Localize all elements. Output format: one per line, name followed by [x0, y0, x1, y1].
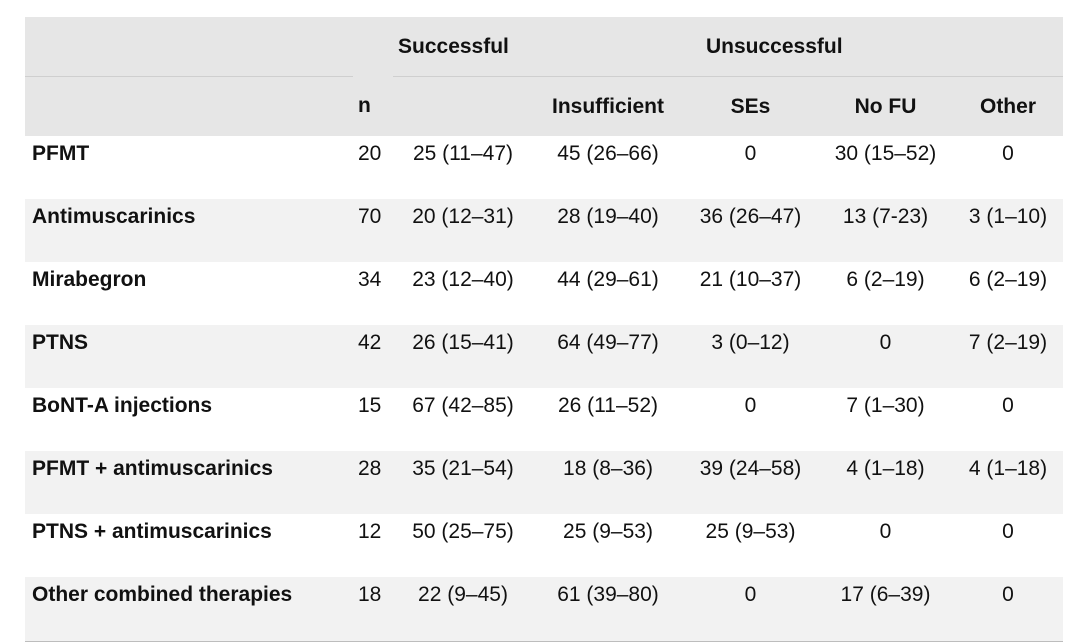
- header-unsuccessful: Unsuccessful: [533, 17, 1063, 77]
- row-successful: 67 (42–85): [412, 394, 514, 417]
- row-no-fu: 30 (15–52): [834, 142, 937, 165]
- row-no-fu: 7 (1–30): [846, 394, 925, 417]
- header-ses: SEs: [683, 76, 818, 136]
- row-n: 28: [353, 451, 393, 514]
- table-row: Mirabegron 34 23 (12–40) 44 (29–61) 21 (…: [25, 262, 1063, 325]
- row-ses: 21 (10–37): [699, 268, 802, 291]
- row-successful: 22 (9–45): [393, 577, 533, 642]
- row-ses: 36 (26–47): [683, 199, 818, 262]
- row-n: 18: [353, 577, 393, 642]
- row-ses: 0: [683, 577, 818, 642]
- row-no-fu: 13 (7-23): [818, 199, 953, 262]
- header-empty-cell: [25, 76, 353, 136]
- row-insufficient: 28 (19–40): [533, 199, 683, 262]
- table-row: PFMT + antimuscarinics 28 35 (21–54) 18 …: [25, 451, 1063, 514]
- row-ses: 3 (0–12): [683, 325, 818, 388]
- row-treatment-name: PTNS + antimuscarinics: [32, 520, 272, 543]
- row-no-fu: 0: [879, 520, 892, 543]
- header-n: n: [353, 76, 393, 136]
- table-row: PTNS 42 26 (15–41) 64 (49–77) 3 (0–12) 0…: [25, 325, 1063, 388]
- header-n-spacer: [353, 17, 393, 77]
- table-row: PFMT 20 25 (11–47) 45 (26–66) 0 30 (15–5…: [25, 136, 1063, 199]
- header-row-columns: n Insufficient SEs No FU Other: [25, 76, 1063, 136]
- header-successful-empty: [393, 76, 533, 136]
- row-successful: 35 (21–54): [393, 451, 533, 514]
- row-treatment-name: PTNS: [25, 325, 353, 388]
- row-insufficient: 44 (29–61): [557, 268, 659, 291]
- row-no-fu: 6 (2–19): [846, 268, 925, 291]
- header-successful: Successful: [393, 17, 533, 77]
- row-ses: 25 (9–53): [705, 520, 796, 543]
- row-other: 6 (2–19): [968, 268, 1048, 291]
- row-no-fu: 4 (1–18): [818, 451, 953, 514]
- row-other: 0: [1002, 520, 1014, 543]
- table-row: Antimuscarinics 70 20 (12–31) 28 (19–40)…: [25, 199, 1063, 262]
- row-other: 7 (2–19): [953, 325, 1063, 388]
- row-insufficient: 25 (9–53): [563, 520, 653, 543]
- treatment-outcomes-table: Successful Unsuccessful n Insufficient S…: [25, 17, 1063, 642]
- row-successful: 50 (25–75): [412, 520, 514, 543]
- row-treatment-name: Mirabegron: [32, 268, 147, 291]
- table-row: Other combined therapies 18 22 (9–45) 61…: [25, 577, 1063, 642]
- row-n: 12: [358, 520, 382, 543]
- row-ses: 39 (24–58): [683, 451, 818, 514]
- row-treatment-name: BoNT-A injections: [32, 394, 213, 417]
- row-n: 15: [358, 394, 382, 417]
- row-insufficient: 18 (8–36): [533, 451, 683, 514]
- row-other: 0: [953, 577, 1063, 642]
- row-no-fu: 17 (6–39): [818, 577, 953, 642]
- header-row-groups: Successful Unsuccessful: [25, 17, 1063, 77]
- row-other: 4 (1–18): [953, 451, 1063, 514]
- row-insufficient: 64 (49–77): [533, 325, 683, 388]
- row-n: 42: [353, 325, 393, 388]
- row-n: 34: [358, 268, 382, 291]
- row-treatment-name: Other combined therapies: [25, 577, 353, 642]
- row-treatment-name: Antimuscarinics: [25, 199, 353, 262]
- row-successful: 23 (12–40): [412, 268, 514, 291]
- row-n: 70: [353, 199, 393, 262]
- row-successful: 26 (15–41): [393, 325, 533, 388]
- row-no-fu: 0: [818, 325, 953, 388]
- row-successful: 20 (12–31): [393, 199, 533, 262]
- row-other: 0: [1002, 394, 1014, 417]
- header-other: Other: [953, 76, 1063, 136]
- table-row: PTNS + antimuscarinics 12 50 (25–75) 25 …: [25, 514, 1063, 577]
- row-ses: 0: [744, 394, 757, 417]
- row-treatment-name: PFMT + antimuscarinics: [25, 451, 353, 514]
- row-successful: 25 (11–47): [412, 142, 514, 165]
- row-insufficient: 26 (11–52): [557, 394, 659, 417]
- header-insufficient: Insufficient: [533, 76, 683, 136]
- row-other: 3 (1–10): [953, 199, 1063, 262]
- row-n: 20: [358, 142, 382, 165]
- row-insufficient: 61 (39–80): [533, 577, 683, 642]
- row-ses: 0: [744, 142, 757, 165]
- table-row: BoNT-A injections 15 67 (42–85) 26 (11–5…: [25, 388, 1063, 451]
- row-other: 0: [1002, 142, 1014, 165]
- header-no-fu: No FU: [818, 76, 953, 136]
- row-insufficient: 45 (26–66): [557, 142, 659, 165]
- row-treatment-name: PFMT: [32, 142, 90, 165]
- results-table-container: Successful Unsuccessful n Insufficient S…: [25, 17, 1063, 642]
- header-empty-cell: [25, 17, 353, 77]
